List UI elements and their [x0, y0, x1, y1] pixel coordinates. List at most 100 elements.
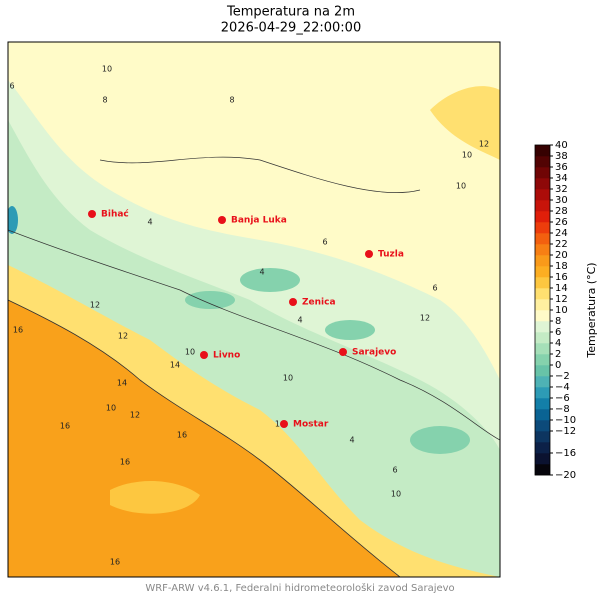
colorbar-segment	[535, 310, 550, 322]
colorbar-segment	[535, 354, 550, 366]
colorbar-tick-label: 40	[555, 140, 568, 151]
colorbar-segment	[535, 178, 550, 190]
colorbar-tick-label: 32	[555, 184, 568, 195]
colorbar-tick-label: 24	[555, 228, 568, 239]
contour-label: 10	[283, 374, 293, 383]
city-label: Mostar	[293, 420, 329, 430]
colorbar-segment	[535, 332, 550, 344]
contour-label: 12	[118, 332, 128, 341]
colorbar-segment	[535, 299, 550, 311]
colorbar-tick-label: 8	[555, 316, 561, 327]
region	[110, 480, 200, 514]
region	[430, 86, 500, 160]
colorbar-tick-label: −2	[555, 371, 570, 382]
colorbar-tick-label: 10	[555, 305, 568, 316]
colorbar-tick-label: 6	[555, 327, 561, 338]
city-label: Livno	[213, 351, 240, 361]
colorbar-segment	[535, 431, 550, 443]
colorbar-segment	[535, 288, 550, 300]
colorbar-segment	[535, 464, 550, 476]
colorbar-tick-label: −4	[555, 382, 570, 393]
city-label: Sarajevo	[352, 348, 396, 358]
contour-label: 10	[185, 348, 195, 357]
colorbar-tick-label: 34	[555, 173, 568, 184]
colorbar-segment	[535, 420, 550, 432]
contour-label: 10	[456, 182, 466, 191]
colorbar-tick-label: 38	[555, 151, 568, 162]
colorbar-segment	[535, 156, 550, 168]
contour-label: 4	[147, 218, 152, 227]
title: Temperatura na 2m	[226, 5, 355, 20]
contour-label: 6	[9, 82, 14, 91]
colorbar-tick-label: −6	[555, 393, 570, 404]
colorbar-tick-label: 30	[555, 195, 568, 206]
city-label: Banja Luka	[231, 216, 287, 226]
colorbar-segment	[535, 211, 550, 223]
region	[325, 320, 375, 340]
contour-label: 10	[391, 490, 401, 499]
contour-label: 6	[432, 284, 437, 293]
contour-label: 8	[102, 96, 107, 105]
colorbar-segment	[535, 442, 550, 454]
colorbar-segment	[535, 222, 550, 234]
colorbar-segment	[535, 343, 550, 355]
contour-label: 16	[177, 431, 187, 440]
contour-label: 4	[259, 268, 264, 277]
contour-label: 16	[60, 422, 70, 431]
contour-label: 4	[349, 436, 354, 445]
contour-label: 16	[110, 558, 120, 567]
colorbar-segment	[535, 409, 550, 421]
footer: WRF-ARW v4.6.1, Federalni hidrometeorolo…	[145, 582, 454, 594]
colorbar-label: Temperatura (°C)	[585, 262, 598, 358]
colorbar-tick-label: 16	[555, 272, 568, 283]
city-marker	[365, 250, 373, 258]
colorbar-segment	[535, 233, 550, 245]
colorbar-tick-label: 20	[555, 250, 568, 261]
contour-label: 12	[420, 314, 430, 323]
city-marker	[218, 216, 226, 224]
contour	[99, 156, 421, 193]
colorbar-segment	[535, 145, 550, 157]
contour-label: 6	[322, 238, 327, 247]
colorbar-tick-label: −12	[555, 426, 576, 437]
city-marker	[289, 298, 297, 306]
subtitle: 2026-04-29_22:00:00	[221, 21, 361, 36]
city-marker	[280, 420, 288, 428]
city-label: Tuzla	[378, 250, 404, 260]
region	[185, 291, 235, 309]
colorbar-tick-label: 14	[555, 283, 568, 294]
city-marker	[339, 348, 347, 356]
contour-label: 16	[13, 326, 23, 335]
colorbar-tick-label: 12	[555, 294, 568, 305]
colorbar-tick-label: 18	[555, 261, 568, 272]
colorbar-segment	[535, 365, 550, 377]
contour	[8, 229, 500, 441]
colorbar-tick-label: −8	[555, 404, 570, 415]
region	[240, 268, 300, 292]
colorbar-segment	[535, 167, 550, 179]
colorbar-tick-label: 28	[555, 206, 568, 217]
colorbar-segment	[535, 398, 550, 410]
colorbar-tick-label: −10	[555, 415, 576, 426]
colorbar-tick-label: 22	[555, 239, 568, 250]
colorbar-segment	[535, 321, 550, 333]
colorbar-tick-label: 4	[555, 338, 561, 349]
contour-label: 12	[90, 301, 100, 310]
contour-label: 10	[106, 404, 116, 413]
region	[410, 426, 470, 454]
map	[7, 41, 501, 578]
colorbar-tick-label: 2	[555, 349, 561, 360]
colorbar-segment	[535, 387, 550, 399]
contour-label: 8	[229, 96, 234, 105]
colorbar-segment	[535, 266, 550, 278]
city-label: Bihać	[101, 209, 129, 220]
contour-label: 4	[297, 316, 302, 325]
colorbar-segment	[535, 244, 550, 256]
colorbar-tick-label: 26	[555, 217, 568, 228]
contour-label: 10	[102, 65, 112, 74]
colorbar-tick-label: −16	[555, 448, 576, 459]
contour-label: 6	[392, 466, 397, 475]
contour-label: 10	[462, 151, 472, 160]
region	[8, 206, 18, 234]
contour-label: 12	[479, 140, 489, 149]
